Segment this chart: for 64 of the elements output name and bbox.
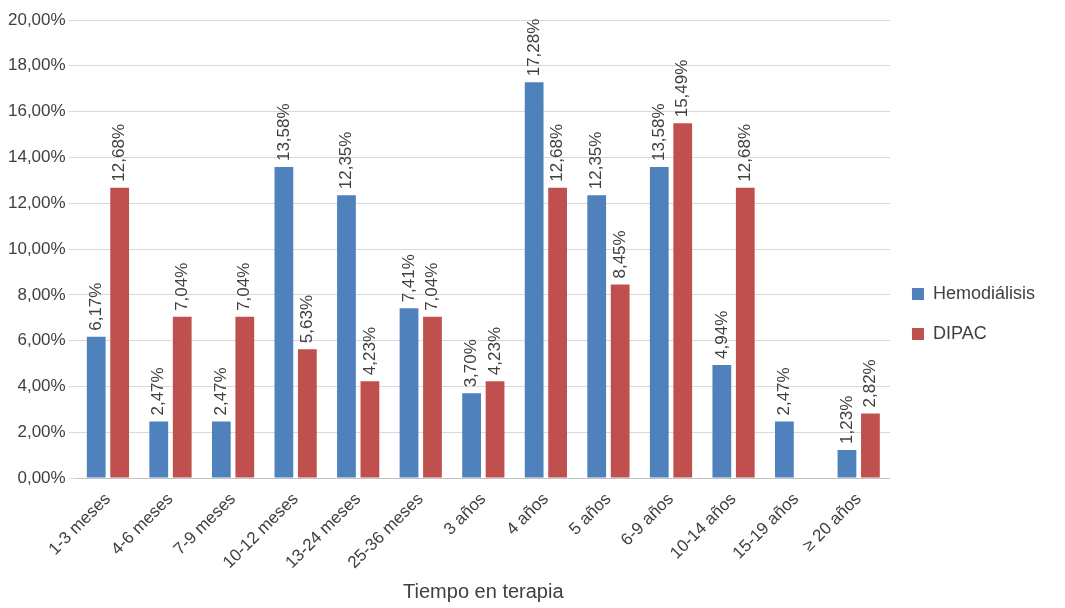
bar [649,167,669,478]
bar [172,316,192,478]
bar [337,195,356,478]
data-label: 4,23% [359,327,379,376]
data-label: 7,04% [234,262,254,311]
data-label: 6,17% [85,282,105,331]
bar [485,381,505,478]
bar [673,123,693,478]
bar [861,413,880,478]
data-label: 12,68% [547,123,567,182]
bar [399,308,419,478]
x-axis-title: Tiempo en terapia [403,579,565,602]
data-label: 7,41% [398,254,418,303]
bar [712,364,732,478]
y-tick-label: 20,00% [7,9,66,29]
data-label: 2,47% [148,367,168,416]
bar [610,284,630,478]
legend-label: Hemodiálisis [932,282,1036,303]
bar [149,421,169,478]
y-tick-label: 16,00% [7,101,66,121]
y-tick-label: 0,00% [17,467,66,487]
y-tick-label: 2,00% [17,421,66,441]
bar [211,421,231,478]
y-tick-label: 10,00% [7,238,66,258]
bar [587,195,607,478]
bar [360,381,380,478]
legend-label: DIPAC [932,322,987,343]
data-label: 8,45% [609,230,629,279]
data-label: 4,94% [711,310,731,359]
bar [735,187,755,478]
bar [837,449,857,478]
data-label: 2,47% [774,367,794,416]
data-label: 4,23% [484,327,504,376]
y-tick-label: 12,00% [7,192,66,212]
data-label: 12,35% [586,131,606,190]
data-label: 7,04% [171,262,191,311]
data-label: 13,58% [273,103,293,162]
data-label: 12,35% [336,131,356,190]
y-tick-label: 14,00% [7,147,66,167]
bar [235,316,255,478]
bar [548,187,567,478]
data-label: 2,82% [860,359,880,408]
data-label: 15,49% [672,59,692,118]
data-label: 12,68% [109,123,129,182]
bar [297,349,317,478]
bar [274,167,294,478]
data-label: 5,63% [297,294,317,344]
bar [462,393,481,478]
data-label: 13,58% [648,103,668,162]
data-label: 12,68% [734,123,754,182]
y-tick-label: 18,00% [7,55,66,75]
bar [110,187,130,478]
data-label: 1,23% [836,395,856,444]
data-label: 7,04% [422,262,442,311]
bar [775,421,794,478]
data-label: 3,70% [461,339,481,388]
data-label: 17,28% [523,18,543,77]
y-tick-label: 4,00% [17,376,66,396]
bar [524,82,544,478]
y-tick-label: 6,00% [17,330,66,350]
bar [423,316,442,478]
y-tick-label: 8,00% [17,284,66,304]
bar [86,336,106,478]
data-label: 2,47% [211,367,231,416]
